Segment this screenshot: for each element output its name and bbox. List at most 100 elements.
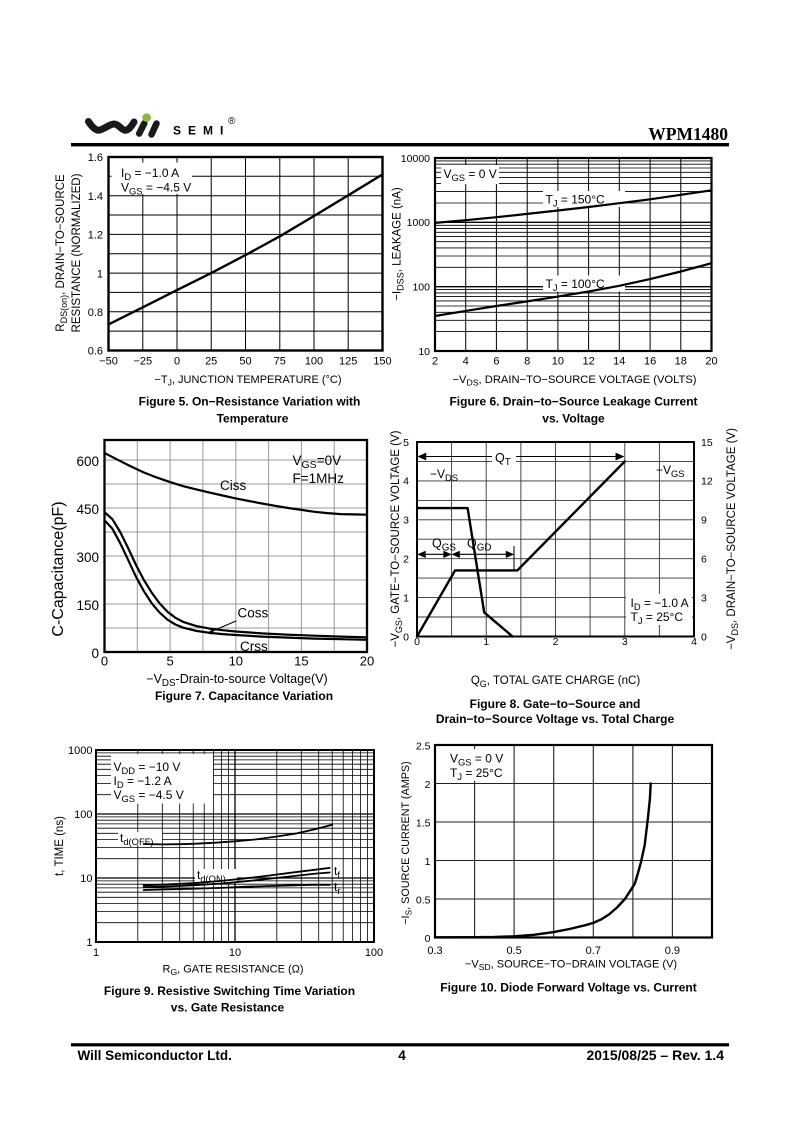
svg-text:RG, GATE RESISTANCE (Ω): RG, GATE RESISTANCE (Ω) [162,964,303,978]
svg-text:10: 10 [229,947,241,959]
svg-text:1: 1 [425,856,431,868]
svg-text:−VDS: −VDS [430,467,458,483]
svg-text:4: 4 [398,1048,406,1063]
svg-text:0.5: 0.5 [506,945,521,957]
svg-text:1.4: 1.4 [88,191,103,203]
svg-text:−VGS: −VGS [656,463,685,479]
svg-text:−VGS, GATE−TO−SOURCE VOLTAGE (: −VGS, GATE−TO−SOURCE VOLTAGE (V) [390,430,404,647]
svg-text:3: 3 [622,636,628,648]
svg-text:QT: QT [495,451,511,468]
svg-text:Temperature: Temperature [217,412,289,426]
svg-text:−IS, SOURCE CURRENT (AMPS): −IS, SOURCE CURRENT (AMPS) [400,761,414,924]
svg-text:125: 125 [339,356,357,368]
svg-text:Figure 5. On−Resistance Variat: Figure 5. On−Resistance Variation with [139,395,361,409]
svg-text:Ciss: Ciss [220,478,246,493]
svg-text:1.6: 1.6 [88,152,103,164]
svg-text:0.5: 0.5 [416,895,431,907]
svg-text:−50: −50 [99,356,118,368]
svg-text:®: ® [228,116,236,127]
svg-text:ID = −1.2 A: ID = −1.2 A [114,774,172,790]
svg-text:0: 0 [101,654,108,669]
svg-text:0: 0 [91,646,99,661]
svg-text:0.3: 0.3 [427,945,442,957]
svg-text:450: 450 [76,502,99,517]
svg-text:−VDS-Drain-to-source Voltage(V: −VDS-Drain-to-source Voltage(V) [146,672,327,689]
svg-text:150: 150 [373,356,391,368]
svg-text:0: 0 [414,636,420,648]
svg-text:3: 3 [701,592,707,604]
svg-text:Figure 10. Diode Forward Volta: Figure 10. Diode Forward Voltage vs. Cur… [440,981,697,995]
svg-text:100: 100 [412,282,430,294]
svg-text:18: 18 [675,356,687,368]
svg-text:3: 3 [403,515,409,527]
svg-text:1.2: 1.2 [88,230,103,242]
svg-text:8: 8 [524,356,530,368]
svg-text:−VSD, SOURCE−TO−DRAIN VOLTAGE: −VSD, SOURCE−TO−DRAIN VOLTAGE (V) [465,959,677,973]
svg-text:10: 10 [552,356,564,368]
svg-text:0: 0 [174,356,180,368]
svg-text:QG, TOTAL GATE CHARGE (nC): QG, TOTAL GATE CHARGE (nC) [471,675,640,689]
svg-text:10: 10 [418,346,430,358]
svg-text:0.7: 0.7 [586,945,601,957]
svg-text:Figure 8. Gate−to−Source and: Figure 8. Gate−to−Source and [470,697,641,711]
svg-text:2.5: 2.5 [416,741,431,753]
svg-text:14: 14 [613,356,625,368]
svg-text:VGS = 0 V: VGS = 0 V [444,167,497,183]
svg-text:0: 0 [701,631,707,643]
svg-text:TJ = 100°C: TJ = 100°C [546,277,606,293]
svg-text:20: 20 [360,654,374,669]
svg-text:10: 10 [80,873,92,885]
svg-text:1: 1 [86,937,92,949]
svg-text:Coss: Coss [238,606,269,621]
svg-text:600: 600 [76,454,99,469]
svg-text:12: 12 [582,356,594,368]
svg-text:−TJ, JUNCTION TEMPERATURE (°C): −TJ, JUNCTION TEMPERATURE (°C) [154,374,341,388]
svg-text:TJ = 25°C: TJ = 25°C [450,766,503,782]
svg-text:VDD = −10 V: VDD = −10 V [114,760,181,776]
svg-text:tf: tf [334,864,340,880]
svg-text:0: 0 [425,933,431,945]
svg-text:2: 2 [425,779,431,791]
svg-text:Crss: Crss [240,639,268,654]
svg-text:Will Semiconductor Ltd.: Will Semiconductor Ltd. [78,1048,232,1063]
svg-text:2: 2 [403,554,409,566]
svg-text:−VDS, DRAIN−TO−SOURCE VOLTAGE: −VDS, DRAIN−TO−SOURCE VOLTAGE (V) [726,428,740,650]
svg-text:WPM1480: WPM1480 [648,124,728,144]
svg-text:TJ = 150°C: TJ = 150°C [546,193,606,209]
svg-text:F=1MHz: F=1MHz [293,471,345,486]
svg-text:10: 10 [229,654,243,669]
svg-text:2: 2 [432,356,438,368]
svg-text:6: 6 [701,554,707,566]
svg-text:9: 9 [701,515,707,527]
svg-text:RESISTANCE (NORMALIZED): RESISTANCE (NORMALIZED) [71,173,83,332]
svg-text:1: 1 [483,636,489,648]
svg-text:vs. Gate Resistance: vs. Gate Resistance [171,1001,285,1015]
svg-text:VGS=0V: VGS=0V [293,453,342,471]
svg-text:75: 75 [274,356,286,368]
svg-text:20: 20 [705,356,717,368]
svg-text:VGS = −4.5 V: VGS = −4.5 V [114,788,184,804]
svg-text:TJ = 25°C: TJ = 25°C [631,610,684,626]
svg-text:−25: −25 [133,356,152,368]
svg-text:Figure 9. Resistive Switching: Figure 9. Resistive Switching Time Varia… [104,984,355,998]
svg-text:vs. Voltage: vs. Voltage [542,412,605,426]
svg-text:16: 16 [644,356,656,368]
svg-text:5: 5 [403,437,409,449]
svg-text:VGS = −4.5 V: VGS = −4.5 V [121,181,191,197]
svg-text:2015/08/25 – Rev. 1.4: 2015/08/25 – Rev. 1.4 [586,1047,724,1063]
svg-text:SEMI: SEMI [173,124,230,138]
svg-text:1: 1 [403,592,409,604]
svg-text:2: 2 [553,636,559,648]
svg-text:td(ON): td(ON) [197,868,226,884]
svg-text:0.8: 0.8 [88,307,103,319]
svg-text:0: 0 [403,631,409,643]
svg-text:Drain−to−Source Voltage vs. To: Drain−to−Source Voltage vs. Total Charge [436,712,675,726]
svg-text:Figure 6. Drain−to−Source Leak: Figure 6. Drain−to−Source Leakage Curren… [449,395,697,409]
svg-text:5: 5 [166,654,173,669]
svg-text:15: 15 [701,437,713,449]
svg-text:RDS(on), DRAIN−TO−SOURCE: RDS(on), DRAIN−TO−SOURCE [55,174,69,332]
svg-text:4: 4 [403,476,409,488]
svg-text:300: 300 [76,550,99,565]
svg-text:6: 6 [493,356,499,368]
svg-text:−VDS, DRAIN−TO−SOURCE VOLTAGE: −VDS, DRAIN−TO−SOURCE VOLTAGE (VOLTS) [452,374,696,388]
